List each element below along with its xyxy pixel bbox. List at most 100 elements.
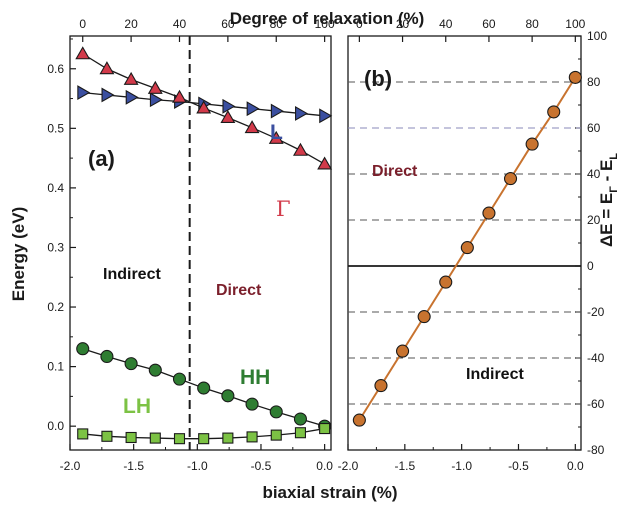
bottom-tick-label: -0.5 [508,459,529,473]
data-point [197,381,211,395]
data-point [125,431,137,444]
data-point [100,349,114,364]
data-point [149,432,161,444]
panel-b-ylabel: ΔE = EΓ - EL [597,153,620,247]
top-tick-label: 20 [124,17,138,31]
data-point [172,372,187,386]
y-tick-label: 20 [587,213,601,227]
data-point [547,105,561,119]
top-tick-label: 100 [565,17,585,31]
data-point [220,110,236,124]
data-point [269,405,283,419]
data-point [101,430,113,442]
y-tick-label: 0.5 [47,121,64,135]
region-label-direct: Direct [216,282,262,299]
data-point [75,46,91,60]
data-point [196,100,212,114]
data-point [417,310,431,324]
bottom-tick-label: -2.0 [60,459,81,473]
bottom-tick-label: -1.0 [187,459,208,473]
data-point [123,71,139,85]
top-tick-label: 20 [396,17,410,31]
data-point [317,156,333,170]
data-point [198,433,210,445]
data-point [319,423,331,435]
region-label-direct: Direct [372,163,418,180]
region-label-indirect: Indirect [103,266,161,283]
data-point [244,120,260,134]
data-point [374,379,388,393]
data-point [125,89,139,105]
bottom-tick-label: -1.0 [451,459,472,473]
bottom-tick-label: -1.5 [394,459,415,473]
y-tick-label: 40 [587,167,601,181]
data-point [295,105,309,121]
y-tick-label: 80 [587,75,601,89]
data-point [319,108,333,124]
panel-a-ylabel: Energy (eV) [9,207,28,301]
bottom-tick-label: 0.0 [567,459,584,473]
data-point [246,431,258,443]
top-tick-label: 60 [221,17,235,31]
y-tick-label: 0.1 [47,360,64,374]
data-point [124,357,138,371]
data-point [99,61,115,75]
bottom-tick-label: -0.5 [251,459,272,473]
data-point [525,137,539,151]
data-point [172,89,187,103]
y-tick-label: 0.0 [47,419,64,433]
data-point [396,344,410,358]
panel-a: -2.0 -1.5 -1.0 -0.5 0.0 0 20 40 60 80 100 0.0 0.1 0.2… [47,17,335,473]
data-point [147,80,163,94]
data-point [77,85,91,101]
y-tick-label: -20 [587,305,605,319]
bottom-tick-label: 0.0 [316,459,333,473]
y-tick-label: 0.6 [47,62,64,76]
y-tick-label: 100 [587,29,607,43]
top-tick-label: 0 [79,17,86,31]
top-tick-label: 0 [356,17,363,31]
data-point [149,92,163,108]
panel-b: -2.0 -1.5 -1.0 -0.5 0.0 0 20 40 60 80 100 -80 -60 -40… [338,17,608,473]
data-point [292,142,308,156]
data-point [101,87,115,103]
series-label-hh: HH [240,366,270,389]
data-point [293,412,307,426]
top-tick-label: 60 [482,17,496,31]
data-point [568,70,582,84]
data-point [77,428,89,440]
data-point [246,101,260,117]
data-point [352,413,366,427]
y-tick-label: 60 [587,121,601,135]
data-point [270,103,284,119]
bottom-tick-label: -1.5 [123,459,144,473]
y-tick-label: -40 [587,351,605,365]
top-axis-title: Degree of relaxation (%) [230,9,425,28]
data-point [221,389,235,403]
series-label-l: L [270,121,283,144]
top-tick-label: 100 [315,17,335,31]
data-point [173,433,186,445]
top-tick-label: 40 [173,17,187,31]
y-tick-label: 0.2 [47,300,64,314]
region-label-indirect: Indirect [466,366,524,383]
top-tick-label: 80 [525,17,539,31]
top-tick-label: 40 [439,17,453,31]
bottom-axis-title: biaxial strain (%) [262,483,397,502]
y-tick-label: -60 [587,397,605,411]
data-point [76,342,90,356]
data-point [294,427,306,439]
series-label-lh: LH [123,395,151,418]
data-point [439,275,453,289]
data-point [503,172,518,186]
y-tick-label: 0.4 [47,181,64,195]
plot-frame [69,35,332,451]
y-tick-label: -80 [587,443,605,457]
data-point [268,130,284,144]
y-tick-label: 0 [587,259,594,273]
bottom-tick-label: -2.0 [338,459,359,473]
data-point [222,432,234,444]
y-tick-label: 0.3 [47,240,64,254]
panel-label-b: (b) [364,66,392,91]
